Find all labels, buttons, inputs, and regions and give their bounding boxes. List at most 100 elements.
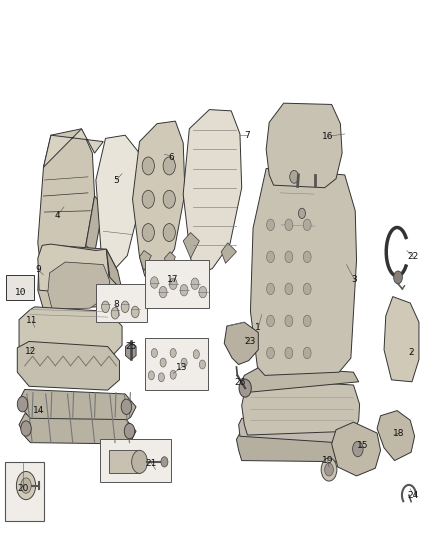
Text: 26: 26 [234,378,246,387]
Text: 17: 17 [167,275,179,284]
Bar [145,337,208,390]
Polygon shape [140,251,151,271]
Bar [5,462,44,521]
Circle shape [285,219,293,231]
Bar [100,439,171,482]
Circle shape [142,190,154,208]
Circle shape [131,306,139,318]
Circle shape [303,315,311,327]
Circle shape [303,347,311,359]
Text: 20: 20 [18,484,29,493]
Polygon shape [332,422,381,476]
Text: 25: 25 [125,342,137,351]
Polygon shape [272,113,325,264]
Bar [145,260,209,308]
Polygon shape [96,135,141,270]
Circle shape [298,208,305,219]
Circle shape [169,278,177,289]
Text: 15: 15 [357,441,369,450]
Bar [6,275,34,301]
Circle shape [193,350,199,359]
Polygon shape [237,433,360,462]
Polygon shape [221,243,237,263]
Circle shape [321,458,337,481]
Circle shape [170,370,176,379]
Text: 5: 5 [113,175,119,184]
Circle shape [267,251,275,263]
Text: 8: 8 [113,301,119,310]
Text: 12: 12 [25,346,36,356]
Polygon shape [377,410,415,461]
Text: 3: 3 [351,275,357,284]
Polygon shape [126,342,136,360]
Polygon shape [38,129,95,298]
Circle shape [132,450,148,473]
Circle shape [17,397,28,412]
Circle shape [142,223,154,241]
Polygon shape [183,232,199,258]
Polygon shape [19,307,122,361]
Circle shape [102,301,110,313]
Circle shape [148,371,154,380]
Circle shape [285,315,293,327]
Circle shape [163,157,175,175]
Polygon shape [19,414,136,444]
Circle shape [16,472,35,499]
Text: 13: 13 [176,362,187,372]
Polygon shape [48,262,110,310]
Polygon shape [38,245,118,310]
Polygon shape [43,129,103,167]
Text: 7: 7 [244,131,250,140]
Circle shape [285,251,293,263]
Text: 1: 1 [255,323,261,332]
Polygon shape [224,322,258,365]
Circle shape [161,457,168,467]
Circle shape [239,379,251,397]
Polygon shape [86,196,103,254]
Bar [96,284,148,322]
Polygon shape [19,390,136,419]
Text: 14: 14 [33,406,45,415]
Polygon shape [17,342,120,390]
Text: 2: 2 [408,349,414,358]
Text: 9: 9 [35,265,41,274]
Circle shape [303,251,311,263]
Circle shape [267,315,275,327]
Polygon shape [106,249,122,290]
Circle shape [111,308,119,319]
Circle shape [150,277,158,288]
Text: 23: 23 [244,337,255,346]
Circle shape [394,271,403,284]
Text: 19: 19 [321,456,333,465]
Polygon shape [164,252,175,273]
Text: 21: 21 [146,458,157,467]
Polygon shape [251,168,357,375]
Text: 22: 22 [408,253,419,261]
Circle shape [121,301,129,313]
Polygon shape [239,418,358,444]
Polygon shape [242,380,360,435]
Circle shape [159,286,167,298]
Circle shape [285,347,293,359]
Polygon shape [266,103,342,188]
Text: 16: 16 [321,132,333,141]
Circle shape [285,283,293,295]
Polygon shape [183,110,242,276]
Circle shape [121,399,132,415]
Circle shape [163,223,175,241]
Circle shape [353,441,363,457]
Text: 18: 18 [393,429,405,438]
Circle shape [303,283,311,295]
Polygon shape [133,121,185,276]
Circle shape [21,421,31,436]
Circle shape [180,285,188,296]
Circle shape [303,219,311,231]
Text: 11: 11 [26,317,38,326]
Circle shape [325,463,333,476]
Circle shape [181,358,187,367]
Circle shape [124,423,135,439]
Polygon shape [38,244,109,295]
Polygon shape [240,366,359,393]
Circle shape [267,347,275,359]
Text: 24: 24 [408,491,419,499]
